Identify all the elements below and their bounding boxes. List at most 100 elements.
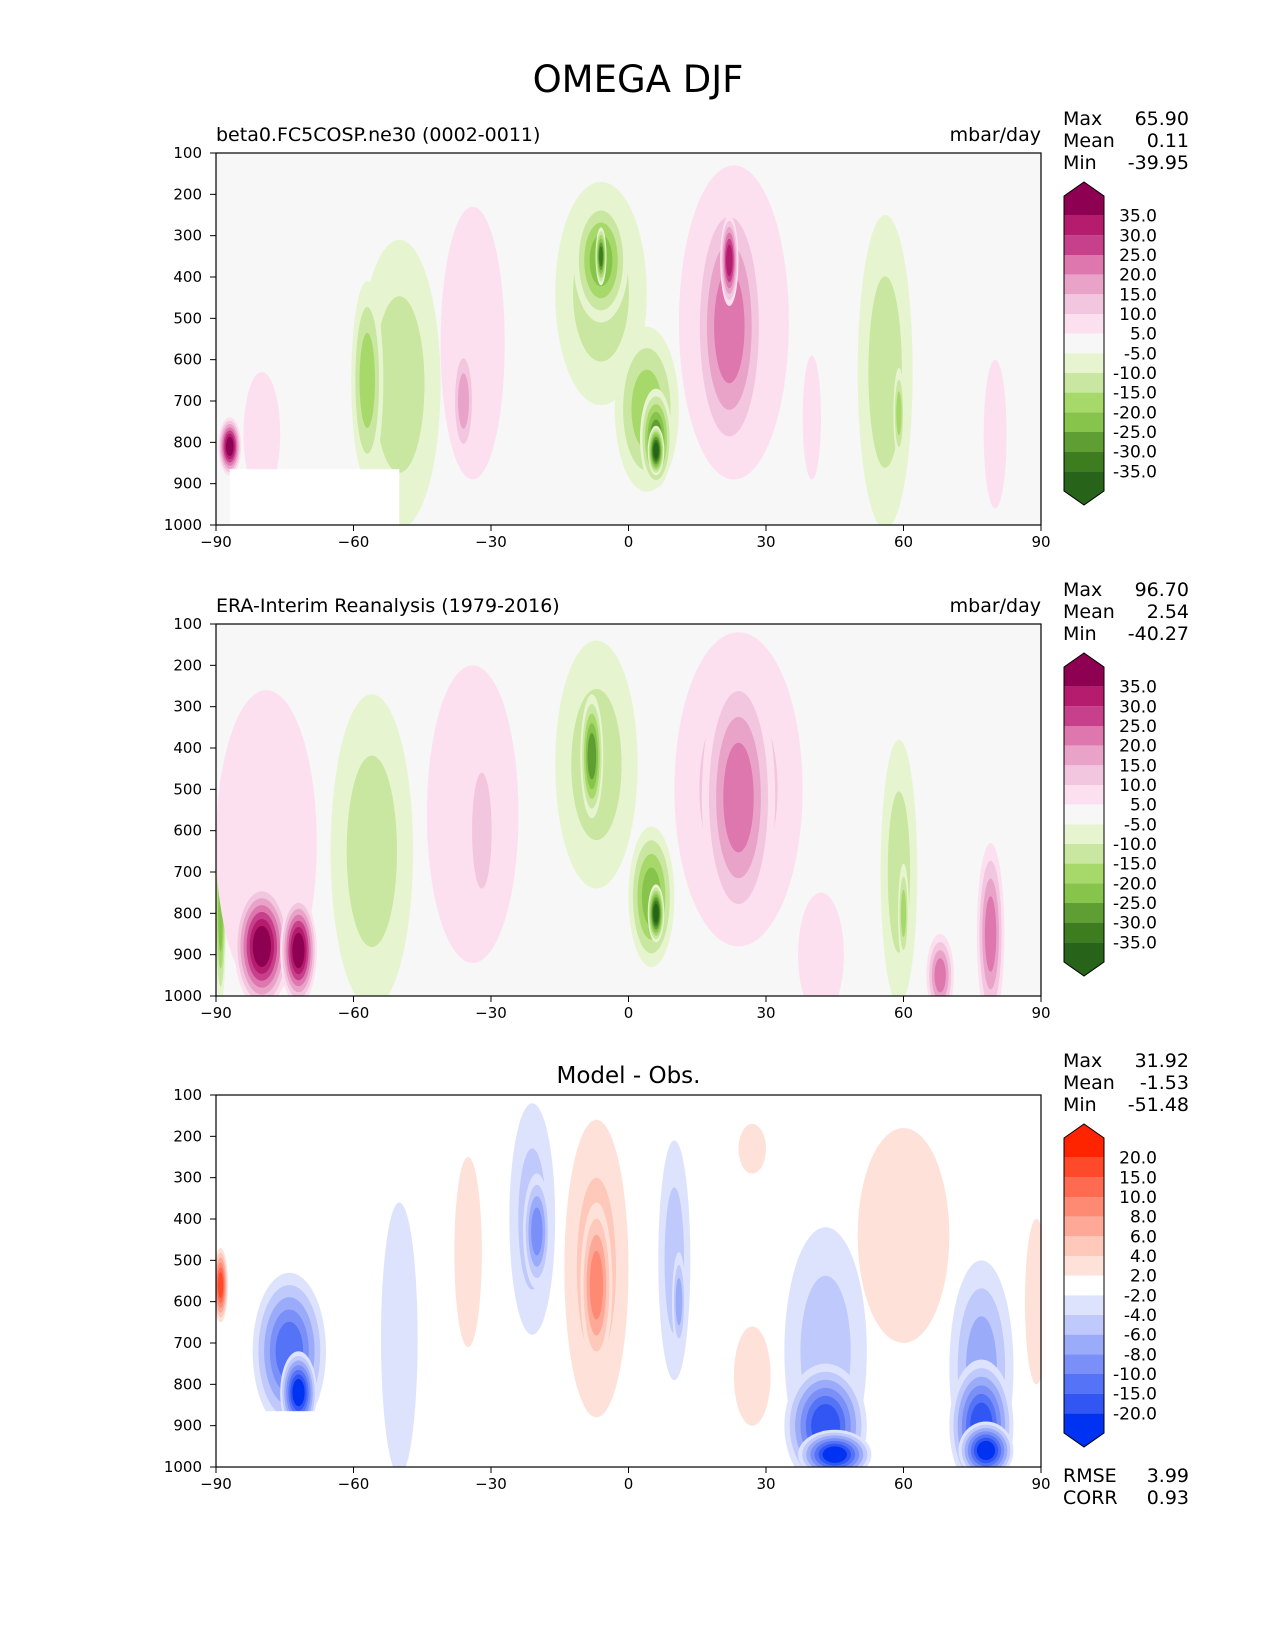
panel0-colorbar-segment — [1064, 353, 1104, 373]
panel2-y-tick-label: 800 — [173, 1375, 202, 1393]
panel2-feature-15-level-6 — [822, 1446, 847, 1463]
panel1-stat-value: 2.54 — [1147, 601, 1189, 623]
panel1-colorbar-segment — [1064, 726, 1104, 746]
panel0-feature-0-level-6 — [225, 436, 234, 457]
panel2-feature-19-level-6 — [976, 1440, 996, 1461]
panel2-feature-2-level-6 — [292, 1378, 305, 1407]
panel0-x-tick-label: −30 — [475, 533, 507, 551]
panel0-feature-1-level-0 — [243, 372, 281, 497]
panel0-colorbar-segment — [1064, 215, 1104, 236]
panel1-colorbar-segment — [1064, 653, 1104, 687]
panel2-feature-11-level-0 — [738, 1123, 766, 1174]
panel1-colorbar-segment — [1064, 824, 1104, 844]
panel0-feature-8-level-5 — [599, 246, 603, 267]
panel2-colorbar-segment — [1064, 1315, 1104, 1335]
panel1-colorbar-segment — [1064, 765, 1104, 785]
panel2-masked-region — [229, 1411, 336, 1467]
panel1-colorbar-label: 20.0 — [1119, 737, 1157, 757]
panel2-colorbar-segment — [1064, 1256, 1104, 1276]
panel1-x-tick-label: −60 — [338, 1004, 370, 1022]
panel2-colorbar-label: 20.0 — [1119, 1149, 1157, 1169]
panel0-colorbar-segment — [1064, 412, 1104, 432]
panel2-stat-value: -51.48 — [1128, 1094, 1189, 1116]
panel1-colorbar-label: -35.0 — [1113, 933, 1157, 953]
panel0-x-tick-label: 90 — [1031, 533, 1050, 551]
panel1-feature-4-level-1 — [346, 755, 397, 948]
panel2-x-tick-label: −90 — [200, 1475, 232, 1493]
panel1-group: −90 −60 −30 0 30 60 90 100 200 300 400 500 600 700 800… — [164, 579, 1189, 1022]
panel0-colorbar-segment — [1064, 294, 1104, 314]
panel0-feature-3-level-2 — [359, 332, 375, 428]
panel0-feature-18-level-0 — [983, 359, 1007, 509]
panel2-colorbar-segment — [1064, 1157, 1104, 1178]
panel0-x-tick-label: −90 — [200, 533, 232, 551]
panel2-y-tick-label: 100 — [173, 1086, 202, 1104]
panel1-stat-value: -40.27 — [1128, 623, 1189, 645]
panel2-colorbar-segment — [1064, 1334, 1104, 1355]
panel1-title: ERA-Interim Reanalysis (1979-2016) — [216, 595, 560, 617]
panel2-y-tick-label: 900 — [173, 1417, 202, 1435]
panel1-colorbar-label: -5.0 — [1124, 815, 1157, 835]
panel2-colorbar-label: -10.0 — [1113, 1365, 1157, 1385]
panel0-feature-13-level-3 — [714, 269, 745, 384]
panel1-y-tick-label: 1000 — [164, 987, 202, 1005]
panel0-y-tick-label: 700 — [173, 392, 202, 410]
panel2-colorbar-segment — [1064, 1124, 1104, 1158]
panel2-metric-value: 3.99 — [1147, 1465, 1189, 1487]
panel1-colorbar-label: -15.0 — [1113, 855, 1157, 875]
panel1-colorbar-label: 5.0 — [1130, 796, 1157, 816]
panel0-colorbar-segment — [1064, 274, 1104, 295]
panel2-x-tick-label: −30 — [475, 1475, 507, 1493]
panel2-colorbar-segment — [1064, 1216, 1104, 1237]
panel2-y-tick-label: 500 — [173, 1251, 202, 1269]
panel2-colorbar-label: -6.0 — [1124, 1326, 1157, 1346]
panel1-colorbar-label: 25.0 — [1119, 717, 1157, 737]
panel0-colorbar-segment — [1064, 373, 1104, 393]
panel2-colorbar-label: -15.0 — [1113, 1385, 1157, 1405]
panel2-colorbar-label: -20.0 — [1113, 1404, 1157, 1424]
panel0-colorbar-label: 10.0 — [1119, 305, 1157, 325]
panel1-colorbar-label: 15.0 — [1119, 756, 1157, 776]
panel1-feature-12-level-3 — [723, 742, 754, 853]
panel0-stat-value: 65.90 — [1135, 108, 1189, 130]
panel2-stat-label: Min — [1063, 1094, 1097, 1116]
panel2-stat-value: -1.53 — [1140, 1072, 1189, 1094]
panel0-colorbar-label: 5.0 — [1130, 325, 1157, 345]
panel0-colorbar-label: 35.0 — [1119, 207, 1157, 227]
panel2-colorbar-segment — [1064, 1393, 1104, 1414]
panel1-y-tick-label: 100 — [173, 615, 202, 633]
panel2-colorbar-label: 6.0 — [1130, 1227, 1157, 1247]
panel1-colorbar-label: 30.0 — [1119, 697, 1157, 717]
panel2-y-tick-label: 300 — [173, 1169, 202, 1187]
panel1-y-tick-label: 900 — [173, 946, 202, 964]
panel1-stat-label: Min — [1063, 623, 1097, 645]
panels: −90 −60 −30 0 30 60 90100200300400500600700800… — [164, 108, 1189, 1509]
panel1-colorbar-segment — [1064, 804, 1104, 825]
panel1-y-tick-label: 800 — [173, 904, 202, 922]
panel0-colorbar-segment — [1064, 182, 1104, 216]
panel1-stat-label: Mean — [1063, 601, 1115, 623]
panel1-stat-value: 96.70 — [1135, 579, 1189, 601]
panel0-colorbar-segment — [1064, 333, 1104, 354]
panel1-x-tick-label: −30 — [475, 1004, 507, 1022]
panel2-y-tick-label: 1000 — [164, 1458, 202, 1476]
panel2-metric-value: 0.93 — [1147, 1487, 1189, 1509]
panel0-units: mbar/day — [950, 124, 1041, 146]
figure-title: OMEGA DJF — [533, 58, 744, 101]
panel0-colorbar-label: -15.0 — [1113, 384, 1157, 404]
panel2-title: Model - Obs. — [557, 1063, 701, 1089]
panel1-colorbar-segment — [1064, 942, 1104, 976]
panel0-group: −90 −60 −30 0 30 60 90 100 200 300 400 500 600 700 800… — [164, 108, 1189, 551]
panel2-feature-4-level-0 — [454, 1157, 482, 1348]
panel1-feature-15-level-2 — [900, 889, 907, 938]
panel0-colorbar-outline — [1063, 181, 1105, 506]
panel1-feature-6-level-1 — [472, 772, 492, 889]
panel1-colorbar-label: -25.0 — [1113, 894, 1157, 914]
panel2-colorbar-label: 10.0 — [1119, 1188, 1157, 1208]
panel0-colorbar-segment — [1064, 451, 1104, 472]
panel0-y-tick-label: 200 — [173, 185, 202, 203]
panel2-colorbar-segment — [1064, 1295, 1104, 1315]
panel1-colorbar-segment — [1064, 785, 1104, 805]
panel1-colorbar-segment — [1064, 706, 1104, 726]
panel1-x-tick-label: 60 — [894, 1004, 913, 1022]
